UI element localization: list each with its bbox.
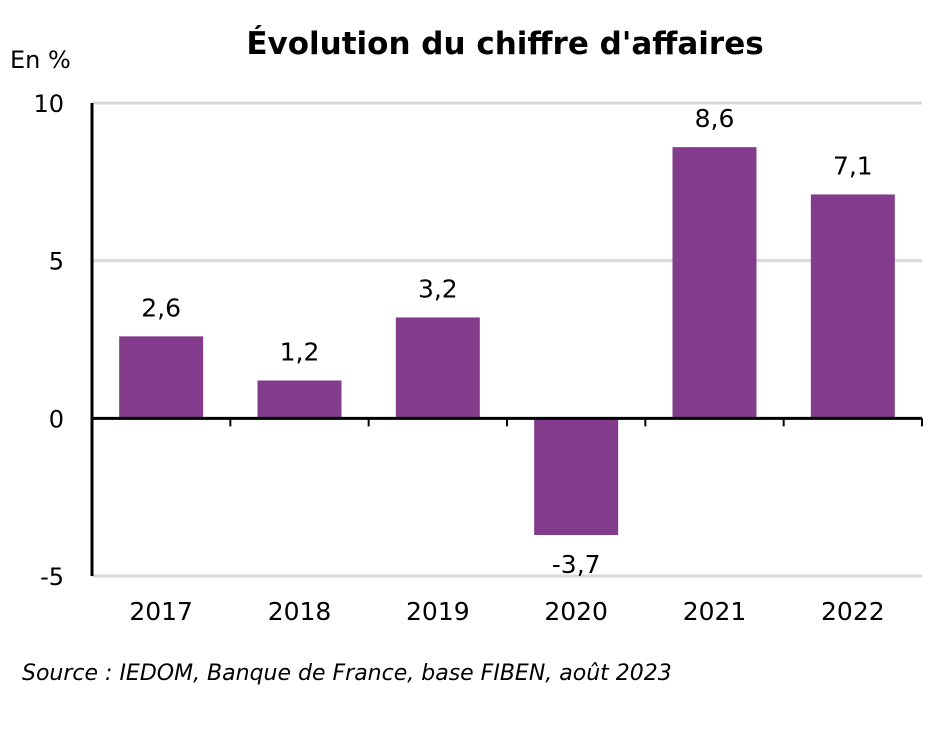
bar-2019 bbox=[395, 317, 480, 419]
bars bbox=[119, 147, 895, 536]
y-tick-label: 5 bbox=[49, 248, 64, 276]
y-axis-ticks: 10 5 0 -5 bbox=[33, 90, 64, 591]
source-note: Source : IEDOM, Banque de France, base F… bbox=[22, 661, 672, 686]
bar-2021 bbox=[672, 147, 757, 419]
y-axis-unit-label: En % bbox=[10, 46, 71, 74]
data-label: 1,2 bbox=[280, 337, 320, 366]
chart-title: Évolution du chiffre d'affaires bbox=[246, 26, 763, 62]
data-label: 3,2 bbox=[418, 274, 458, 303]
x-tick-label: 2019 bbox=[406, 597, 470, 626]
x-tick-label: 2017 bbox=[129, 597, 193, 626]
y-tick-label: 0 bbox=[49, 405, 64, 433]
data-label: 8,6 bbox=[695, 104, 735, 133]
data-label: 2,6 bbox=[141, 293, 181, 322]
x-tick-label: 2020 bbox=[544, 597, 608, 626]
x-tick-label: 2018 bbox=[268, 597, 332, 626]
axes bbox=[90, 103, 923, 576]
x-tick-label: 2022 bbox=[821, 597, 885, 626]
gridlines bbox=[92, 101, 922, 578]
bar-2020 bbox=[534, 418, 619, 536]
bar-2017 bbox=[119, 336, 204, 419]
y-tick-label: 10 bbox=[33, 90, 64, 118]
x-tick-label: 2021 bbox=[683, 597, 747, 626]
x-axis-ticks: 2017 2018 2019 2020 2021 2022 bbox=[129, 597, 884, 626]
data-label: -3,7 bbox=[552, 550, 601, 579]
y-tick-label: -5 bbox=[40, 563, 64, 591]
bar-2018 bbox=[257, 380, 342, 419]
data-label: 7,1 bbox=[833, 151, 873, 180]
data-labels: 2,6 1,2 3,2 -3,7 8,6 7,1 bbox=[141, 104, 872, 579]
bar-2022 bbox=[810, 194, 895, 419]
